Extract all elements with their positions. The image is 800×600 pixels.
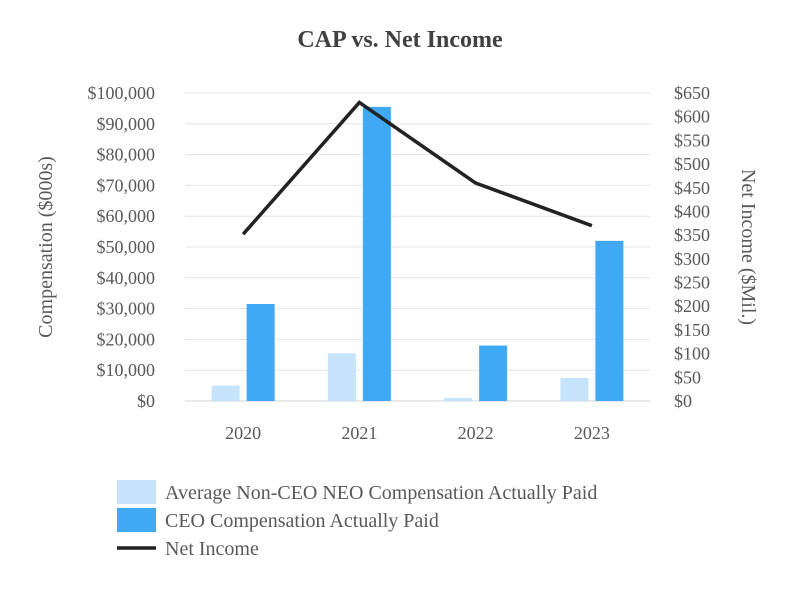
y2-tick-label: $100 [674, 344, 710, 364]
right-axis-label: Net Income ($Mil.) [737, 169, 759, 325]
x-tick-label: 2021 [341, 423, 377, 443]
y-tick-label: $30,000 [97, 299, 156, 319]
legend-label: Average Non-CEO NEO Compensation Actuall… [165, 482, 597, 504]
bar [595, 240, 624, 401]
right-axis-ticks: $0 $50 $100 $150 $200 $250 $300 $350 $400 $450 $50… [674, 83, 710, 411]
left-axis-label: Compensation ($000s) [35, 156, 57, 338]
bar [327, 353, 356, 401]
net-income-line [241, 100, 593, 236]
line-series [241, 100, 593, 236]
y-tick-label: $40,000 [97, 268, 156, 288]
x-tick-label: 2022 [458, 423, 494, 443]
bar-series [211, 106, 624, 402]
y2-tick-label: $650 [674, 83, 710, 103]
y2-tick-label: $250 [674, 273, 710, 293]
y-tick-label: $100,000 [88, 83, 156, 103]
y-tick-label: $90,000 [97, 114, 156, 134]
y2-tick-label: $600 [674, 107, 710, 127]
legend: Average Non-CEO NEO Compensation Actuall… [117, 480, 597, 560]
y-tick-label: $20,000 [97, 329, 156, 349]
y-tick-label: $80,000 [97, 145, 156, 165]
legend-swatch [117, 508, 156, 532]
x-axis-ticks: 2020 2021 2022 2023 [225, 423, 610, 443]
y-tick-label: $10,000 [97, 360, 156, 380]
legend-label: Net Income [165, 538, 259, 560]
y-tick-label: $70,000 [97, 175, 156, 195]
bar [479, 345, 508, 401]
y2-tick-label: $200 [674, 296, 710, 316]
y-tick-label: $60,000 [97, 206, 156, 226]
x-tick-label: 2023 [574, 423, 610, 443]
x-tick-label: 2020 [225, 423, 261, 443]
y2-tick-label: $450 [674, 178, 710, 198]
bar [246, 303, 275, 401]
legend-swatch [117, 480, 156, 504]
y-tick-label: $0 [137, 391, 155, 411]
y2-tick-label: $550 [674, 130, 710, 150]
y2-tick-label: $400 [674, 201, 710, 221]
left-axis-ticks: $0 $10,000 $20,000 $30,000 $40,000 $50,000 $60… [88, 83, 156, 411]
y2-tick-label: $500 [674, 154, 710, 174]
legend-label: CEO Compensation Actually Paid [165, 510, 439, 532]
y2-tick-label: $350 [674, 225, 710, 245]
y2-tick-label: $50 [674, 367, 701, 387]
bar [362, 106, 391, 402]
bar [560, 377, 589, 401]
bar [444, 397, 473, 401]
bar [211, 385, 240, 401]
chart-title: CAP vs. Net Income [297, 27, 503, 53]
y2-tick-label: $150 [674, 320, 710, 340]
y2-tick-label: $0 [674, 391, 692, 411]
y2-tick-label: $300 [674, 249, 710, 269]
y-tick-label: $50,000 [97, 237, 156, 257]
